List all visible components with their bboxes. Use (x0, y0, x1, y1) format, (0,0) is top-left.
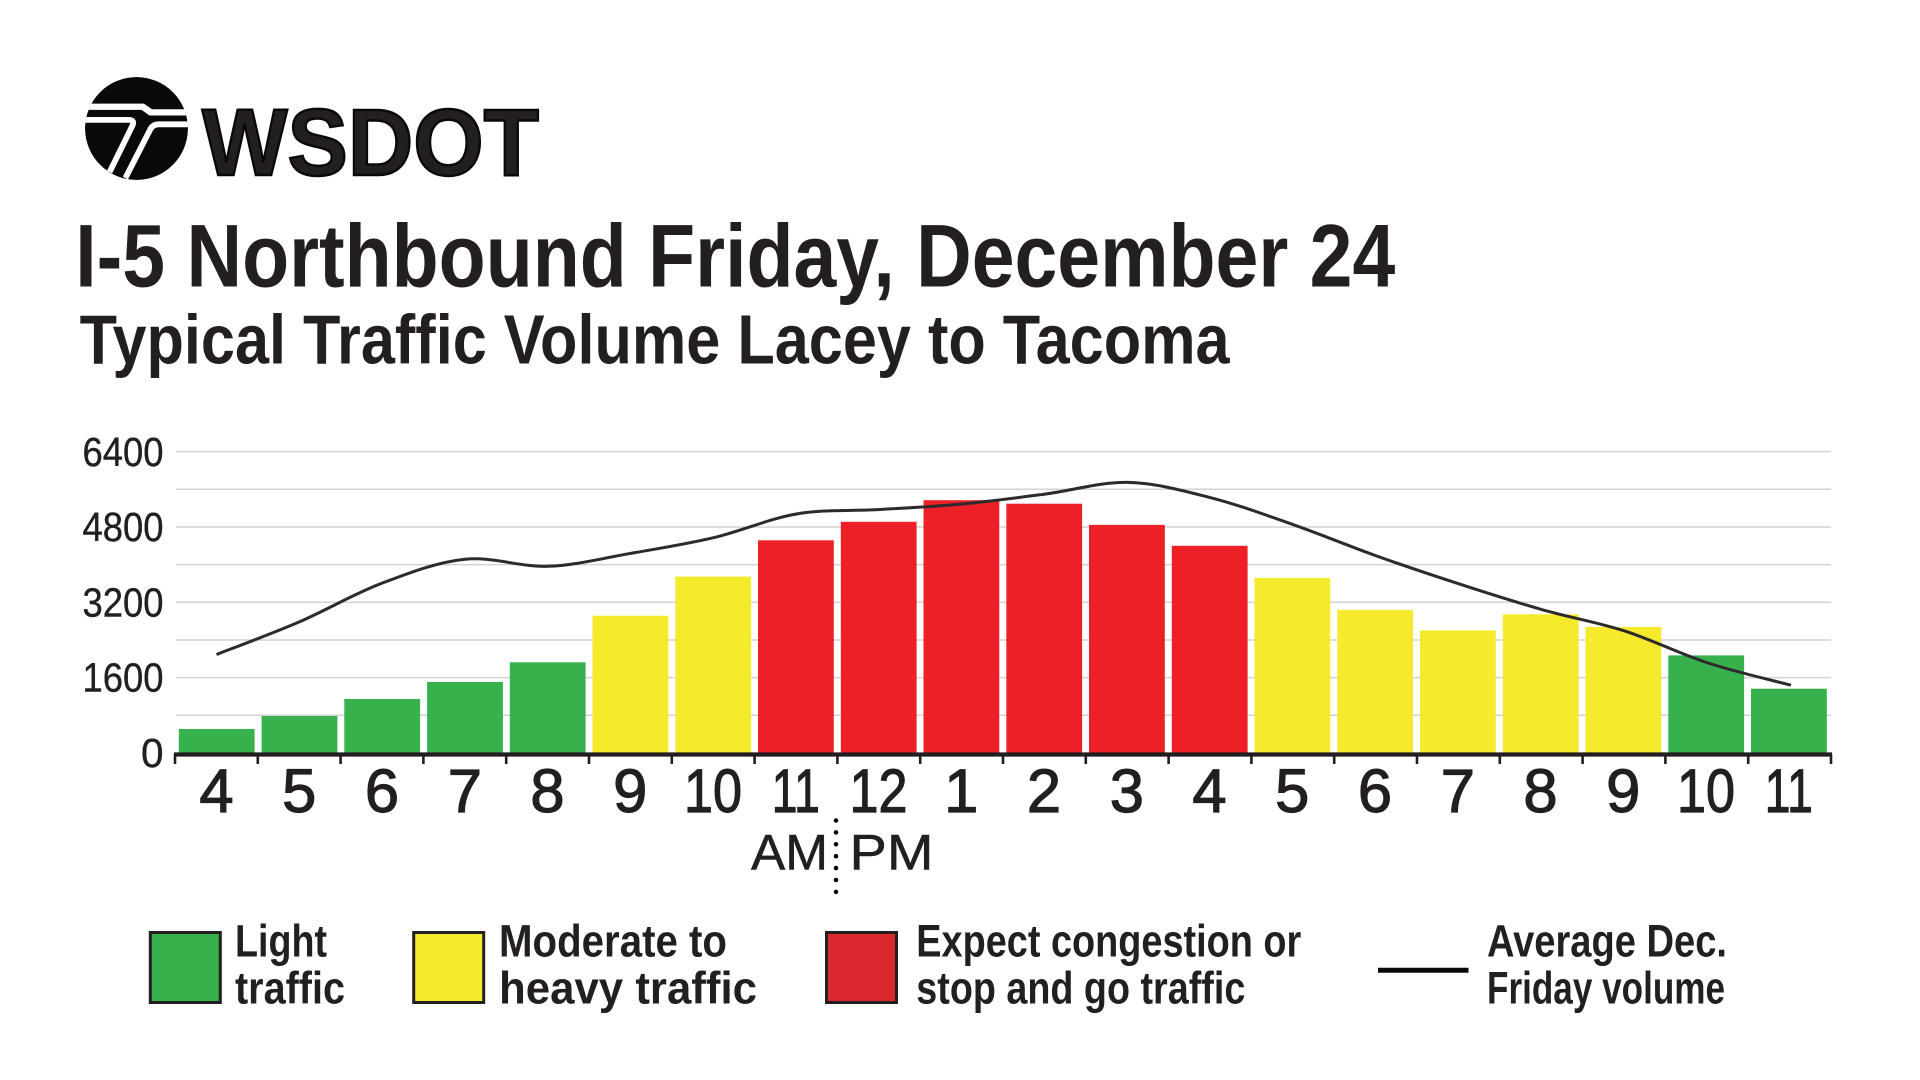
svg-text:4: 4 (199, 757, 233, 826)
svg-text:9: 9 (613, 757, 647, 826)
svg-text:3200: 3200 (83, 579, 164, 625)
svg-text:5: 5 (282, 757, 316, 826)
svg-text:7: 7 (1441, 757, 1475, 826)
svg-text:12: 12 (850, 757, 908, 826)
svg-text:traffic: traffic (235, 963, 345, 1014)
svg-text:Light: Light (235, 916, 327, 967)
svg-text:Friday volume: Friday volume (1487, 963, 1725, 1014)
svg-text:1600: 1600 (83, 655, 164, 701)
svg-text:PM: PM (850, 825, 934, 881)
svg-text:Expect congestion or: Expect congestion or (916, 916, 1301, 967)
svg-text:6: 6 (365, 757, 399, 826)
svg-text:8: 8 (530, 757, 564, 826)
svg-text:stop and go traffic: stop and go traffic (916, 963, 1245, 1014)
svg-text:5: 5 (1275, 757, 1309, 826)
svg-text:6400: 6400 (83, 429, 164, 475)
svg-text:0: 0 (141, 730, 164, 776)
svg-text:AM: AM (751, 825, 828, 881)
svg-text:Moderate to: Moderate to (499, 916, 727, 967)
svg-text:10: 10 (1677, 757, 1735, 826)
svg-text:1: 1 (944, 757, 978, 826)
svg-text:3: 3 (1110, 757, 1144, 826)
svg-text:11: 11 (1765, 757, 1813, 826)
svg-text:I-5 Northbound Friday, Decembe: I-5 Northbound Friday, December 24 (75, 206, 1395, 306)
svg-text:8: 8 (1523, 757, 1557, 826)
svg-text:2: 2 (1027, 757, 1061, 826)
svg-text:Typical Traffic Volume Lacey t: Typical Traffic Volume Lacey to Tacoma (80, 301, 1231, 379)
svg-text:4800: 4800 (83, 504, 164, 550)
svg-text:Average Dec.: Average Dec. (1487, 916, 1727, 967)
svg-text:heavy traffic: heavy traffic (499, 963, 757, 1014)
svg-text:10: 10 (684, 757, 742, 826)
svg-text:9: 9 (1606, 757, 1640, 826)
svg-text:11: 11 (772, 757, 820, 826)
svg-text:4: 4 (1192, 757, 1226, 826)
svg-text:7: 7 (448, 757, 482, 826)
svg-text:6: 6 (1358, 757, 1392, 826)
svg-text:WSDOT: WSDOT (202, 90, 539, 196)
